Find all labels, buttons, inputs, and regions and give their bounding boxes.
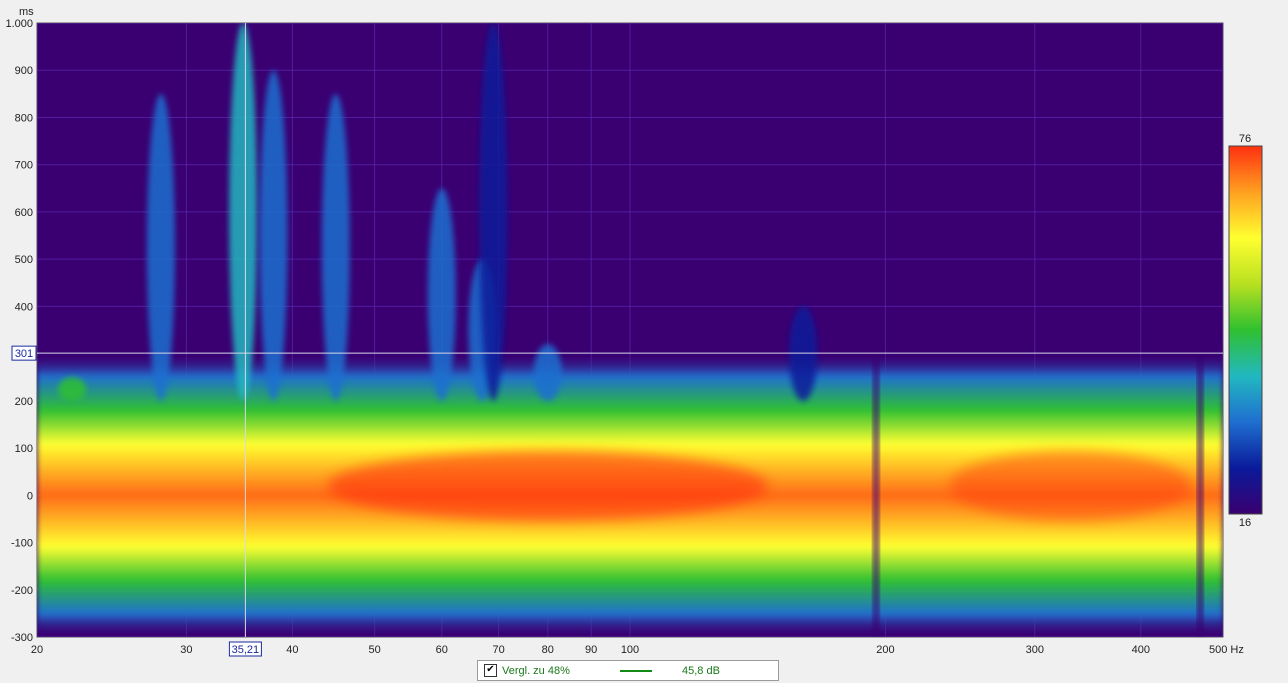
y-tick-label: 600 — [15, 207, 33, 219]
energy-peak — [327, 450, 768, 521]
heat-surface — [37, 353, 1223, 637]
cursor-y-readout: 301 — [15, 348, 33, 360]
x-tick-label: 70 — [492, 644, 504, 656]
y-tick-label: 200 — [15, 396, 33, 408]
decay-ridge — [58, 377, 87, 401]
y-tick-label: 1.000 — [5, 18, 33, 30]
y-axis: 1.000 900 800 700 600 500 400 200 100 0 -100 -200 -3… — [5, 18, 33, 644]
cursor-x-readout: 35,21 — [232, 644, 260, 656]
y-tick-label: 900 — [15, 65, 33, 77]
decay-ridge — [321, 93, 350, 401]
x-axis: 20 30 40 50 60 70 80 90 100 200 300 400 500 Hz — [31, 644, 1244, 656]
x-tick-label: 200 — [876, 644, 894, 656]
x-tick-label: 40 — [286, 644, 298, 656]
legend-line-swatch — [620, 669, 652, 672]
y-tick-label: 0 — [27, 490, 33, 502]
colorscale-bar — [1228, 145, 1263, 515]
band-gap — [1197, 353, 1204, 637]
legend-checkbox[interactable]: ✔ — [484, 664, 497, 677]
y-tick-label: 700 — [15, 160, 33, 172]
colorscale-min-label: 16 — [1239, 517, 1251, 529]
y-tick-label: 400 — [15, 301, 33, 313]
crosshair-cursor[interactable]: 35,21 301 — [11, 23, 1223, 657]
decay-ridges — [58, 23, 818, 401]
cursor-x-readout-box — [228, 641, 262, 657]
decay-ridge — [427, 188, 456, 401]
decay-ridge — [479, 23, 508, 401]
decay-ridge — [533, 344, 562, 401]
band-gap — [873, 353, 880, 637]
colorscale-max-label: 76 — [1239, 133, 1251, 145]
decay-ridge — [229, 23, 258, 401]
cursor-y-readout-box — [11, 345, 37, 361]
y-tick-label: 100 — [15, 443, 33, 455]
y-tick-label: 500 — [15, 254, 33, 266]
x-tick-label: 20 — [31, 644, 43, 656]
y-tick-label: -300 — [11, 632, 33, 644]
decay-ridge — [259, 70, 288, 401]
x-tick-label: 30 — [180, 644, 192, 656]
energy-peak — [949, 450, 1190, 521]
legend-label: Vergl. zu 48% — [502, 664, 570, 677]
plot-content — [37, 23, 1223, 637]
decay-ridge — [146, 93, 175, 401]
y-tick-label: -200 — [11, 585, 33, 597]
x-tick-label: 80 — [542, 644, 554, 656]
x-tick-label: 500 Hz — [1209, 644, 1244, 656]
x-tick-label: 300 — [1026, 644, 1044, 656]
legend-value: 45,8 dB — [682, 664, 720, 677]
legend: ✔ Vergl. zu 48% 45,8 dB — [477, 660, 779, 681]
x-tick-label: 100 — [621, 644, 639, 656]
x-tick-label: 50 — [368, 644, 380, 656]
y-tick-label: 800 — [15, 112, 33, 124]
waterfall-chart[interactable]: ms 1.000 900 800 700 600 500 400 200 100 0 -100 -20… — [0, 0, 1288, 660]
x-tick-label: 90 — [585, 644, 597, 656]
y-unit-label: ms — [19, 6, 34, 18]
x-tick-label: 60 — [436, 644, 448, 656]
y-tick-label: -100 — [11, 538, 33, 550]
x-tick-label: 400 — [1132, 644, 1150, 656]
